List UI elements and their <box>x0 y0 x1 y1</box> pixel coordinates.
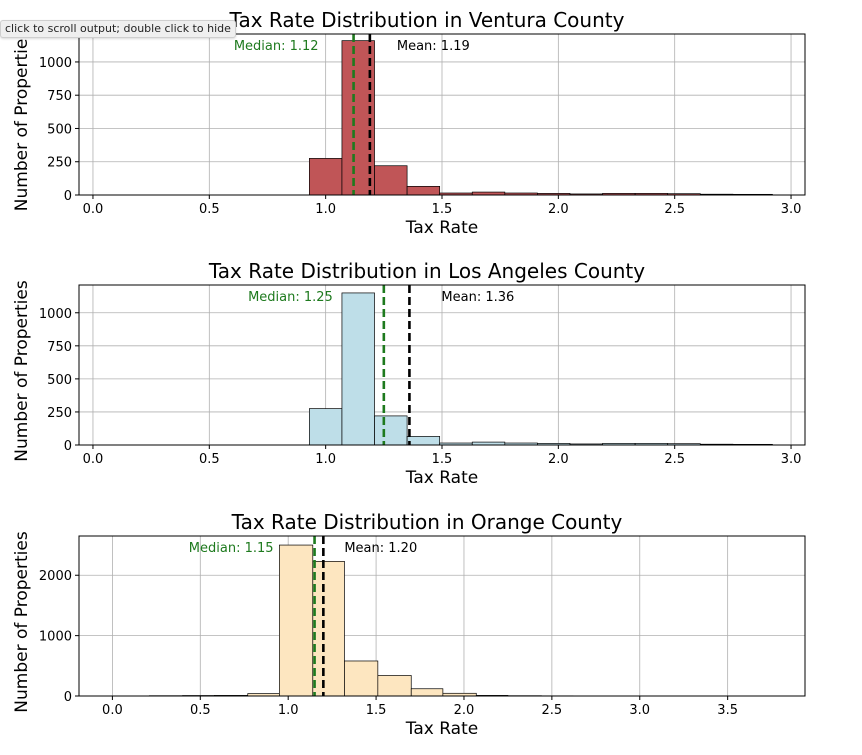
histogram-bar <box>374 415 408 446</box>
axes-frame <box>78 535 806 697</box>
x-tick-label: 2.5 <box>664 452 685 467</box>
histogram-bar <box>374 165 408 196</box>
histogram-bar <box>279 544 314 697</box>
subplot-2: 0.0 0.5 1.0 1.5 2.0 2.5 3.0 0 250 500 750 1000 Media… <box>12 259 806 488</box>
y-tick-label: 750 <box>47 89 72 104</box>
y-tick-label: 1000 <box>39 56 72 71</box>
y-tick-label: 0 <box>64 439 72 454</box>
median-annotation: Median: 1.15 <box>189 541 274 556</box>
histogram-bar <box>406 186 441 196</box>
x-tick-label: 0.5 <box>199 452 220 467</box>
y-axis-label: Number of Properties <box>12 30 32 212</box>
subplot-3: 0.0 0.5 1.0 1.5 2.0 2.5 3.0 3.5 0 1000 2000 Median:… <box>12 510 806 739</box>
x-tick-label: 1.5 <box>432 202 453 217</box>
y-tick-label: 2000 <box>39 569 72 584</box>
y-tick-label: 0 <box>64 690 72 705</box>
x-axis-label: Tax Rate <box>405 218 478 238</box>
mean-annotation: Mean: 1.20 <box>344 541 417 556</box>
output-scroll-tooltip[interactable]: click to scroll output; double click to … <box>0 20 236 38</box>
histogram-bar <box>341 292 375 446</box>
y-tick-label: 0 <box>64 189 72 204</box>
x-tick-label: 0.5 <box>190 703 211 718</box>
x-tick-label: 3.0 <box>781 202 802 217</box>
x-tick-label: 3.0 <box>629 703 650 718</box>
y-tick-label: 1000 <box>39 307 72 322</box>
x-tick-label: 2.0 <box>454 703 475 718</box>
x-tick-label: 2.5 <box>542 703 563 718</box>
chart-title: Tax Rate Distribution in Ventura County <box>229 8 625 32</box>
x-tick-label: 2.0 <box>548 452 569 467</box>
x-tick-label: 1.0 <box>315 452 336 467</box>
chart-title: Tax Rate Distribution in Orange County <box>231 510 623 534</box>
subplot-1: 0.0 0.5 1.0 1.5 2.0 2.5 3.0 0 250 500 750 1000 Media… <box>12 8 806 238</box>
histogram-bar <box>406 436 441 446</box>
median-annotation: Median: 1.25 <box>248 290 333 305</box>
histogram-bar <box>410 688 444 697</box>
x-axis-label: Tax Rate <box>405 468 478 488</box>
mean-annotation: Mean: 1.36 <box>441 290 514 305</box>
x-tick-label: 1.0 <box>315 202 336 217</box>
x-axis-label: Tax Rate <box>405 719 478 739</box>
y-axis-label: Number of Properties <box>12 280 32 462</box>
y-tick-label: 1000 <box>39 630 72 645</box>
chart-title: Tax Rate Distribution in Los Angeles Cou… <box>208 259 645 283</box>
x-tick-label: 1.0 <box>278 703 299 718</box>
y-tick-label: 500 <box>47 373 72 388</box>
y-axis-label: Number of Properties <box>12 531 32 713</box>
x-tick-label: 0.0 <box>83 452 104 467</box>
x-tick-label: 2.0 <box>548 202 569 217</box>
y-tick-label: 250 <box>47 156 72 171</box>
mean-annotation: Mean: 1.19 <box>397 39 470 54</box>
x-tick-label: 3.0 <box>781 452 802 467</box>
y-tick-label: 750 <box>47 340 72 355</box>
x-tick-label: 0.0 <box>83 202 104 217</box>
y-tick-label: 500 <box>47 122 72 137</box>
histogram-bar <box>344 660 379 697</box>
x-tick-label: 2.5 <box>664 202 685 217</box>
histogram-bar <box>309 158 343 196</box>
x-tick-label: 0.5 <box>199 202 220 217</box>
x-tick-label: 0.0 <box>102 703 123 718</box>
histogram-bar <box>377 675 412 697</box>
x-tick-label: 1.5 <box>366 703 387 718</box>
median-annotation: Median: 1.12 <box>234 39 319 54</box>
y-tick-label: 250 <box>47 406 72 421</box>
x-tick-label: 1.5 <box>432 452 453 467</box>
x-tick-label: 3.5 <box>717 703 738 718</box>
histogram-bar <box>312 561 345 697</box>
histogram-bar <box>309 408 343 446</box>
